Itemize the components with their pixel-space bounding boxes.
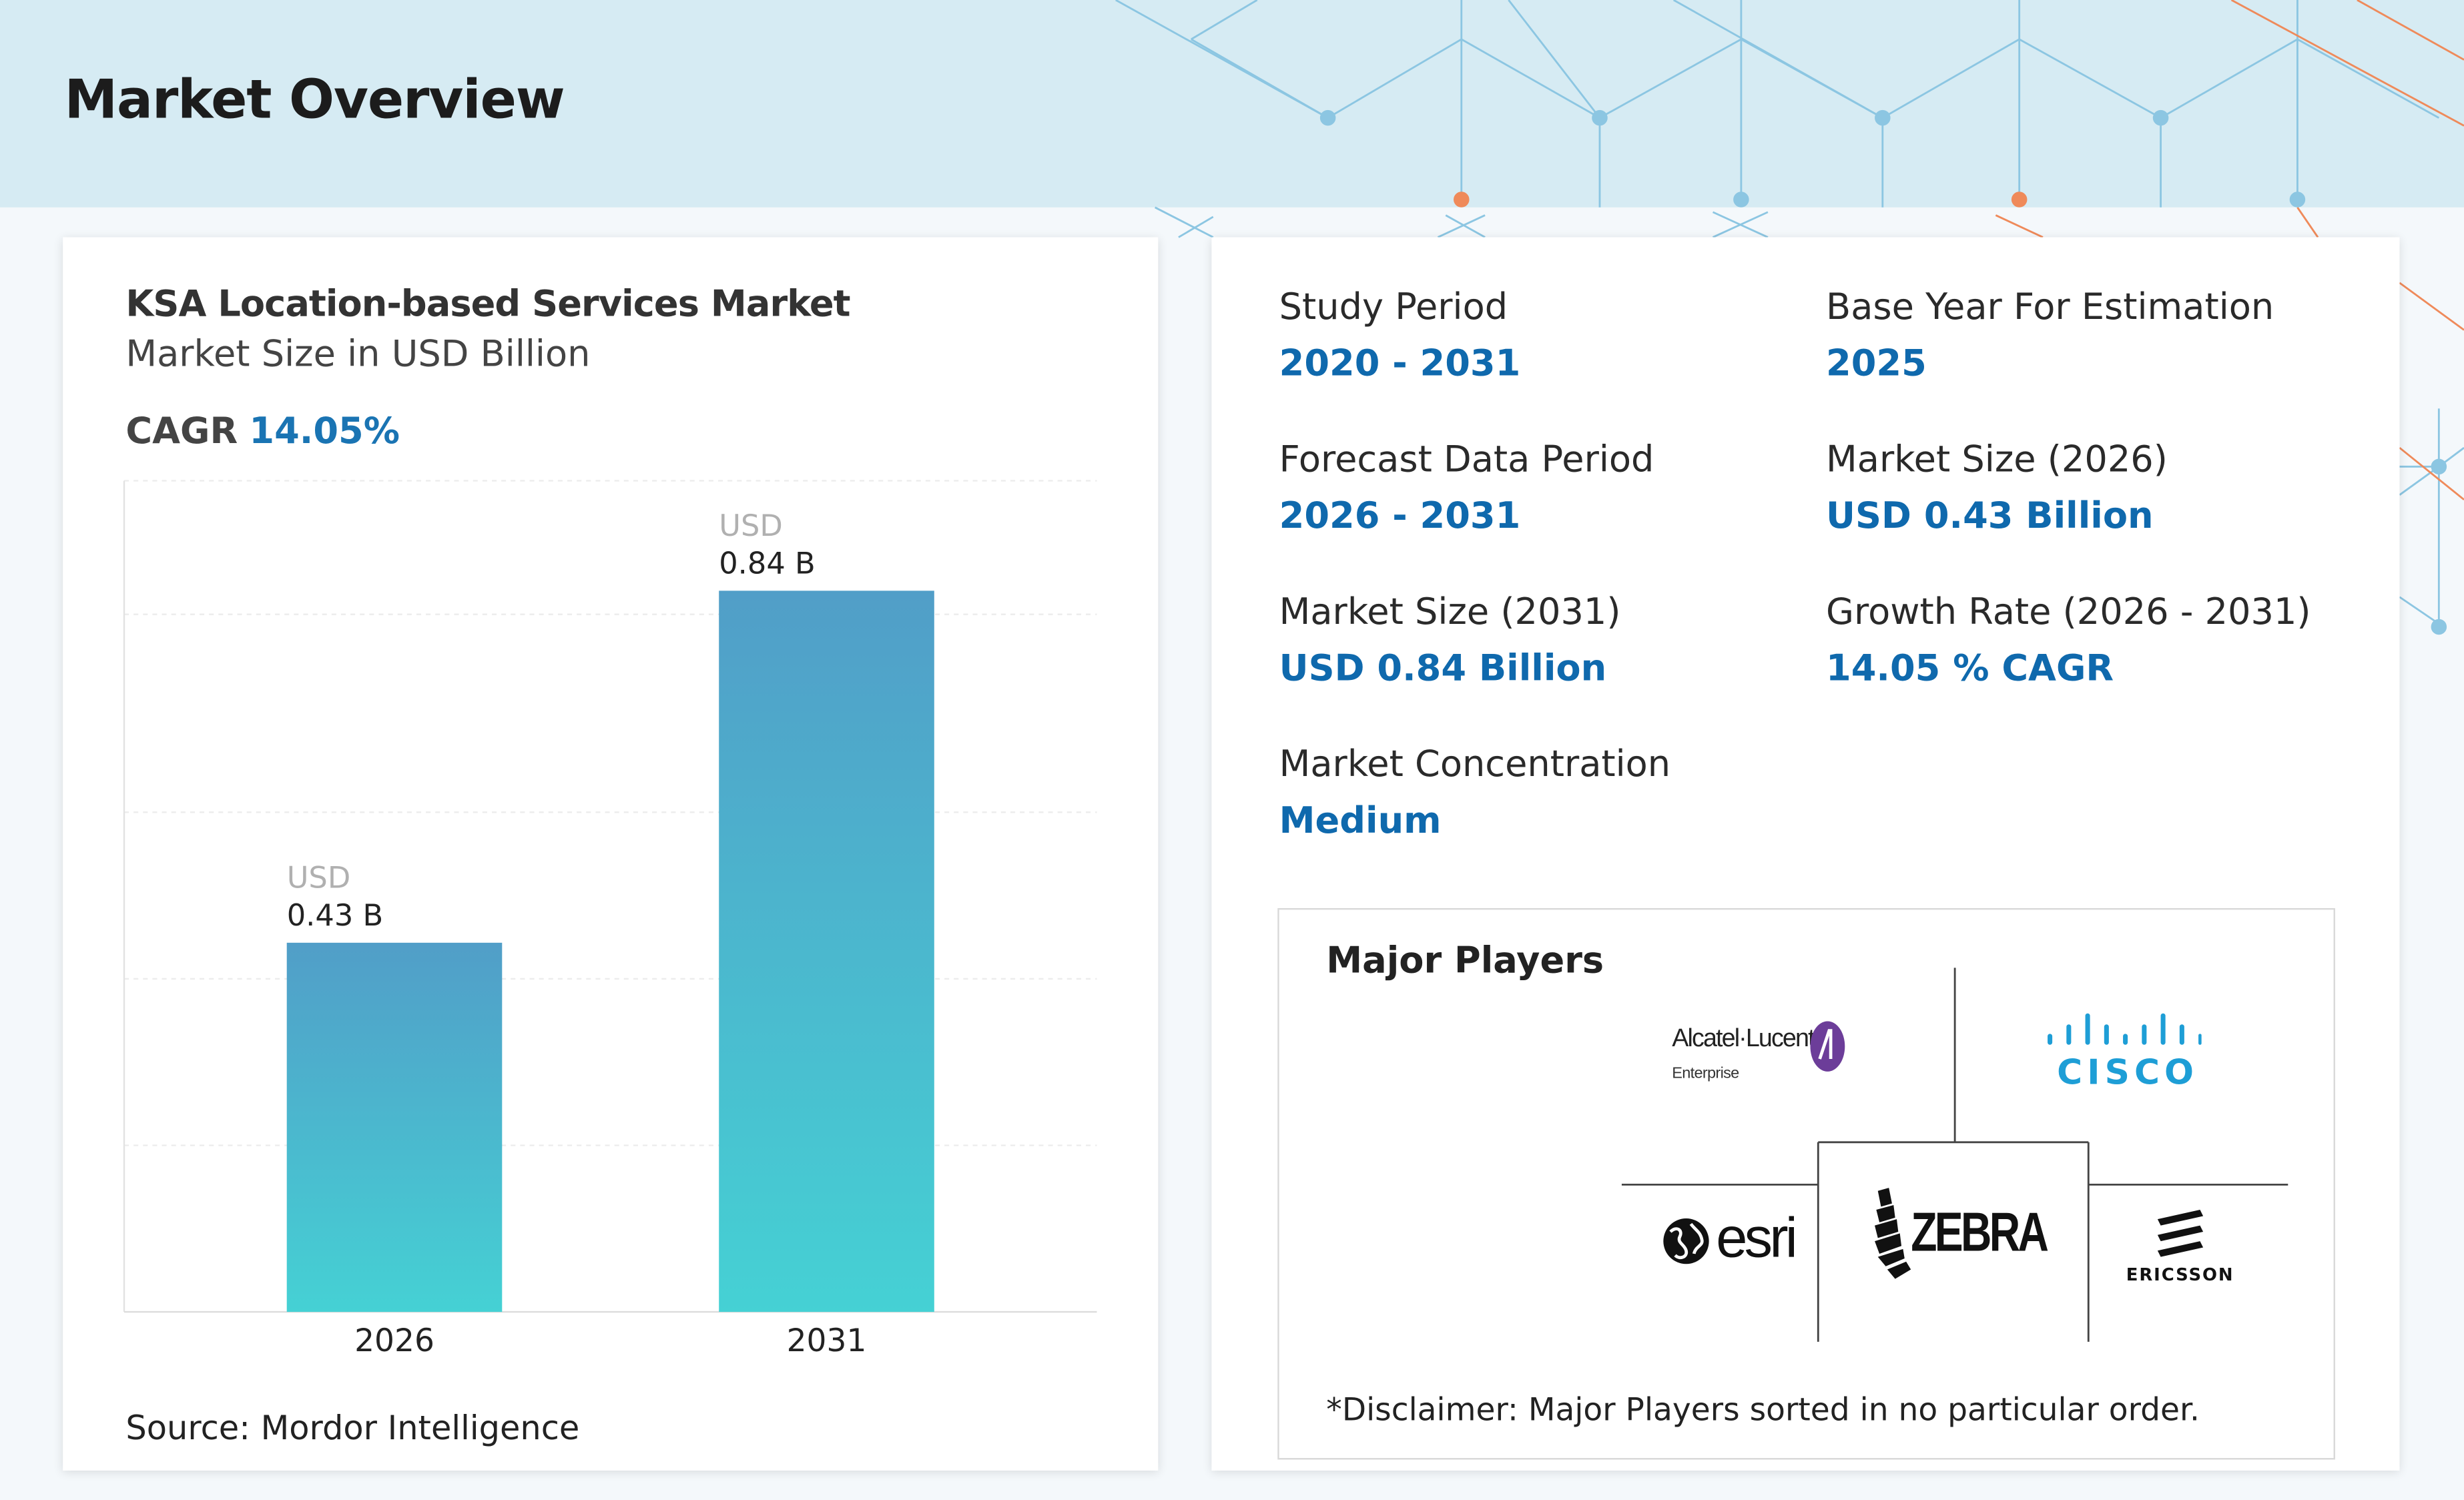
stat-value: 2020 - 2031 <box>1279 344 1521 385</box>
market-size-chart-card: KSA Location-based Services Market Marke… <box>63 237 1159 1471</box>
major-players-title: Major Players <box>1326 941 1604 982</box>
cagr-label: CAGR <box>125 411 238 453</box>
zebra-head-icon <box>1875 1188 1911 1279</box>
chart-subtitle: Market Size in USD Billion <box>125 334 591 376</box>
zebra-wordmark: ZEBRA <box>1911 1202 2049 1264</box>
stat-market-size-2031: Market Size (2031) USD 0.84 Billion <box>1279 593 1621 690</box>
stat-value: USD 0.84 Billion <box>1279 649 1607 690</box>
stat-forecast-period: Forecast Data Period 2026 - 2031 <box>1279 440 1654 537</box>
alcatel-lucent-symbol-icon <box>1810 1021 1845 1072</box>
stat-value: Medium <box>1279 801 1442 843</box>
bar-value-prefix: USD <box>287 859 351 895</box>
chart-title: KSA Location-based Services Market <box>125 284 850 326</box>
stat-study-period: Study Period 2020 - 2031 <box>1279 288 1521 385</box>
zebra-logo: ZEBRA <box>1873 1188 2049 1282</box>
x-tick-label: 2026 <box>354 1323 434 1359</box>
ericsson-symbol-icon <box>2157 1210 2204 1257</box>
cisco-wordmark: CISCO <box>2057 1054 2199 1094</box>
stat-value: 14.05 % CAGR <box>1826 649 2114 690</box>
ericsson-logo: ERICSSON <box>2120 1208 2245 1287</box>
cagr-value: 14.05% <box>249 411 400 453</box>
ericsson-wordmark: ERICSSON <box>2126 1264 2234 1286</box>
cisco-logo: CISCO <box>2044 1012 2202 1106</box>
stat-growth-rate: Growth Rate (2026 - 2031) 14.05 % CAGR <box>1826 593 2311 690</box>
cagr-line: CAGR 14.05% <box>125 412 400 452</box>
header-banner: Market Overview <box>0 0 2464 208</box>
stat-value: USD 0.43 Billion <box>1826 496 2154 538</box>
stat-market-size-2026: Market Size (2026) USD 0.43 Billion <box>1826 440 2168 537</box>
market-stats-card: Study Period 2020 - 2031 Base Year For E… <box>1211 237 2400 1471</box>
stat-label: Growth Rate (2026 - 2031) <box>1826 592 2311 633</box>
bar-2031 <box>719 591 934 1312</box>
players-disclaimer: *Disclaimer: Major Players sorted in no … <box>1326 1390 2200 1429</box>
source-note: Source: Mordor Intelligence <box>125 1409 580 1447</box>
alcatel-lucent-logo: Alcatel·Lucent Enterprise <box>1672 1020 1861 1098</box>
bar-value-label: 0.43 B <box>287 897 383 933</box>
stat-value: 2026 - 2031 <box>1279 496 1521 538</box>
major-players-box: Major Players Alcatel·Lucent Enterprise <box>1277 907 2335 1460</box>
esri-logo: esri <box>1661 1204 1818 1287</box>
page-title: Market Overview <box>64 69 565 132</box>
bar-value-label: 0.84 B <box>719 545 815 581</box>
x-tick-label: 2031 <box>787 1323 867 1359</box>
cisco-bars-icon <box>2048 1013 2202 1045</box>
stat-market-concentration: Market Concentration Medium <box>1279 745 1671 842</box>
stat-base-year: Base Year For Estimation 2025 <box>1826 288 2274 385</box>
stat-label: Market Size (2026) <box>1826 440 2168 481</box>
stat-label: Market Size (2031) <box>1279 592 1621 633</box>
alcatel-lucent-wordmark: Alcatel·Lucent <box>1672 1026 1815 1053</box>
players-grid-lines <box>1621 968 2288 1342</box>
esri-wordmark: esri <box>1716 1204 1797 1270</box>
stat-label: Market Concentration <box>1279 745 1671 786</box>
esri-globe-icon <box>1663 1218 1709 1264</box>
stat-label: Base Year For Estimation <box>1826 287 2274 329</box>
stat-label: Study Period <box>1279 287 1508 329</box>
alcatel-lucent-subtext: Enterprise <box>1672 1065 1739 1083</box>
stat-value: 2025 <box>1826 344 1927 385</box>
bar-value-prefix: USD <box>719 508 783 543</box>
bar-2026 <box>286 942 503 1312</box>
stat-label: Forecast Data Period <box>1279 440 1654 481</box>
